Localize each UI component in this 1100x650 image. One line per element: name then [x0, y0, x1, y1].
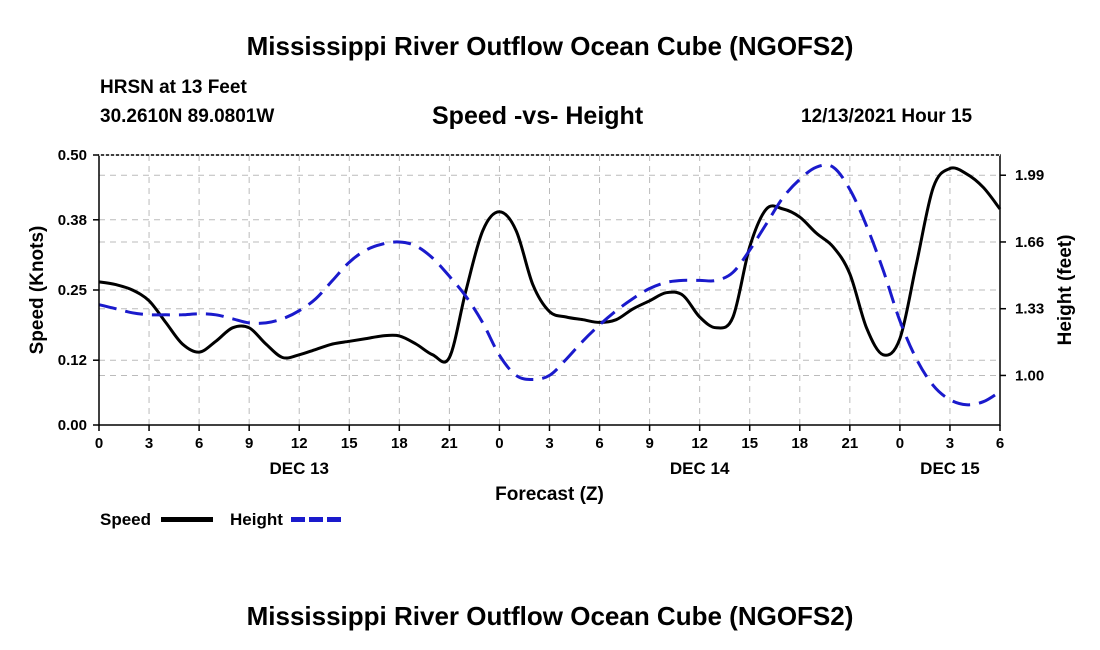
x-axis-label: Forecast (Z) — [495, 484, 604, 505]
y2-tick-label: 1.33 — [1015, 301, 1044, 318]
legend-speed-label: Speed — [100, 510, 152, 529]
station-name: HRSN at 13 Feet — [100, 77, 247, 98]
x-tick-label: 3 — [946, 435, 954, 452]
x-tick-label: 3 — [145, 435, 153, 452]
day-label: DEC 14 — [670, 459, 730, 478]
x-tick-label: 18 — [791, 435, 808, 452]
footer-title: Mississippi River Outflow Ocean Cube (NG… — [246, 601, 854, 631]
x-tick-label: 6 — [595, 435, 603, 452]
y2-tick-label: 1.99 — [1015, 167, 1044, 184]
y-tick-label: 0.12 — [58, 352, 87, 369]
x-tick-label: 3 — [545, 435, 553, 452]
series-layer — [98, 163, 1002, 407]
x-tick-label: 15 — [341, 435, 358, 452]
station-coords: 30.2610N 89.0801W — [100, 106, 275, 127]
x-tick-label: 9 — [245, 435, 253, 452]
chart-title: Mississippi River Outflow Ocean Cube (NG… — [246, 31, 854, 61]
x-tick-label: 0 — [495, 435, 503, 452]
legend-height-label: Height — [230, 510, 283, 529]
series-line-speed — [98, 166, 1002, 364]
x-tick-label: 9 — [645, 435, 653, 452]
y-tick-label: 0.25 — [58, 282, 87, 299]
y-tick-label: 0.38 — [58, 212, 87, 229]
x-tick-label: 18 — [391, 435, 408, 452]
x-tick-label: 12 — [291, 435, 308, 452]
day-label: DEC 13 — [269, 459, 329, 478]
y2-tick-label: 1.66 — [1015, 234, 1044, 251]
day-label: DEC 15 — [920, 459, 980, 478]
grid — [99, 155, 1000, 425]
y-tick-label: 0.50 — [58, 147, 87, 164]
y2-tick-label: 1.00 — [1015, 367, 1044, 384]
forecast-date: 12/13/2021 Hour 15 — [801, 106, 973, 127]
x-tick-label: 12 — [691, 435, 708, 452]
y2-axis-label: Height (feet) — [1055, 235, 1076, 346]
axes: 0 3 6 9 12 15 18 21 0 3 6 9 12 15 18 21 0 3 6 DEC 13 DEC 14 D… — [58, 147, 1044, 478]
x-tick-label: 0 — [95, 435, 103, 452]
legend-speed-swatch — [161, 517, 213, 522]
x-tick-label: 6 — [996, 435, 1004, 452]
y-tick-label: 0.00 — [58, 417, 87, 434]
legend-height-swatch — [291, 517, 343, 522]
chart-subtitle: Speed -vs- Height — [432, 102, 644, 130]
x-tick-label: 21 — [841, 435, 858, 452]
y-axis-label: Speed (Knots) — [27, 226, 48, 355]
x-tick-label: 6 — [195, 435, 203, 452]
x-tick-label: 15 — [741, 435, 758, 452]
series-line-height — [98, 163, 1001, 407]
x-tick-label: 0 — [896, 435, 904, 452]
x-tick-label: 21 — [441, 435, 458, 452]
